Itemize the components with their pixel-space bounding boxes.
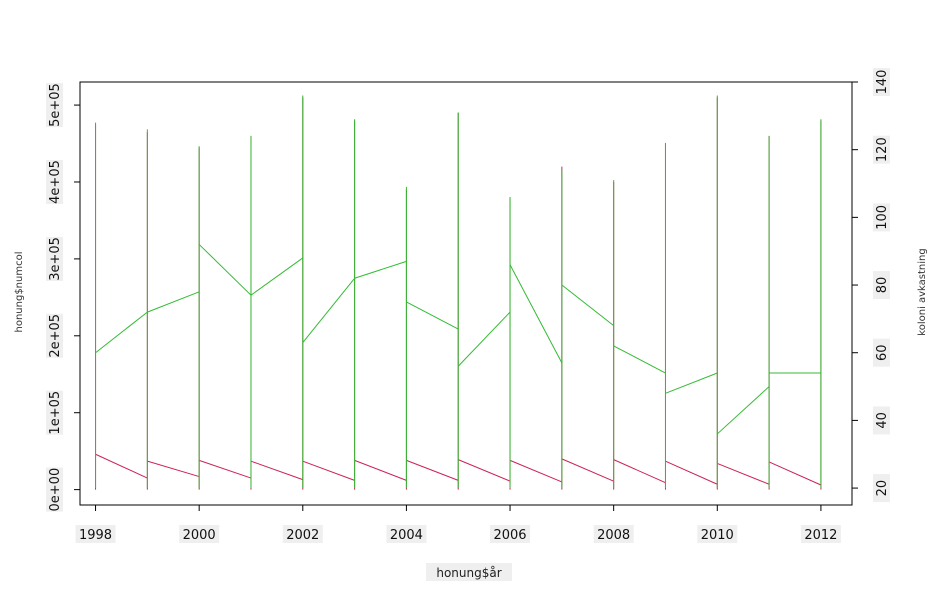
series-0-segment-2011: [768, 461, 822, 486]
x-axis-title-bg: [426, 563, 512, 581]
series-1-segment-2003: [354, 260, 407, 279]
y-right-tick-label-bg-140: [873, 68, 890, 96]
series-layer: [95, 95, 822, 490]
y-right-tick-label-bg-20: [873, 474, 890, 503]
y-right-tick-label-80: 80: [875, 277, 890, 294]
x-tick-label-bg-2012: [800, 525, 841, 543]
series-1-segment-2004: [406, 301, 459, 330]
series-0-segment-2008: [613, 459, 666, 484]
y-right-tick-label-bg-100: [873, 203, 890, 232]
x-tick-label-2000: 2000: [183, 528, 216, 543]
series-0-segment-2002: [302, 460, 355, 481]
y-right-tick-label-20: 20: [875, 480, 890, 497]
y-left-tick-label-1e+05: 1e+05: [48, 391, 63, 435]
series-1-segment-2009: [665, 372, 718, 394]
y-left-tick-label-bg-5e+05: [46, 83, 63, 128]
series-0-segment-2007: [561, 458, 614, 482]
series-1-segment-2005: [457, 311, 511, 367]
x-axis-title: honung$år: [436, 566, 501, 580]
series-0-segment-2009: [665, 460, 718, 485]
series-0-segment-1998: [95, 453, 148, 479]
plot-frame: [79, 81, 853, 506]
y-left-tick-label-bg-1e+05: [46, 390, 63, 435]
x-tick-label-bg-2010: [697, 525, 738, 543]
y-right-tick-label-40: 40: [875, 412, 890, 429]
x-tick-label-2002: 2002: [286, 528, 319, 543]
y-right-tick-label-140: 140: [875, 70, 890, 95]
x-tick-label-2008: 2008: [597, 528, 630, 543]
series-0-segment-2000: [199, 459, 252, 479]
x-tick-label-2004: 2004: [390, 528, 423, 543]
y-left-tick-label-bg-4e+05: [46, 159, 63, 204]
y-right-tick-label-bg-80: [873, 271, 890, 300]
x-tick-label-2006: 2006: [493, 528, 526, 543]
series-0-segment-2003: [354, 459, 407, 481]
series-1-segment-1999: [147, 291, 200, 313]
y-left-axis-title: honung$numcol: [14, 252, 25, 333]
x-tick-label-2010: 2010: [701, 528, 734, 543]
series-1-segment-2002: [302, 277, 355, 343]
y-right-tick-label-60: 60: [875, 344, 890, 361]
x-tick-label-2012: 2012: [804, 528, 837, 543]
series-0-segment-2004: [406, 459, 459, 481]
x-tick-label-bg-2002: [282, 525, 323, 543]
y-left-tick-label-bg-3e+05: [46, 236, 63, 281]
y-right-axis-title: koloni avkastning: [917, 248, 928, 335]
y-right-tick-label-100: 100: [875, 205, 890, 230]
y-left-tick-label-2e+05: 2e+05: [48, 314, 63, 358]
y-right-tick-label-bg-40: [873, 406, 890, 435]
series-1-segment-1998: [95, 311, 148, 354]
series-0-segment-2001: [250, 460, 303, 481]
y-left-tick-label-0e+00: 0e+00: [48, 468, 63, 512]
x-tick-label-bg-2006: [490, 525, 531, 543]
series-1-segment-2000: [198, 244, 252, 296]
series-0-segment-2010: [717, 463, 770, 485]
series-1-segment-2010: [716, 386, 770, 435]
y-right-tick-label-120: 120: [875, 137, 890, 162]
x-tick-label-1998: 1998: [79, 528, 112, 543]
y-left-tick-label-5e+05: 5e+05: [48, 83, 63, 127]
x-tick-label-bg-2004: [386, 525, 427, 543]
series-0-segment-2006: [509, 459, 563, 483]
series-1-segment-2007: [561, 284, 614, 327]
y-right-tick-label-bg-120: [873, 135, 890, 164]
y-right-axis: 20 40 60 80 100 120 140: [852, 68, 890, 503]
series-0-segment-1999: [147, 460, 200, 478]
y-left-tick-label-bg-0e+00: [46, 467, 63, 512]
y-left-tick-label-3e+05: 3e+05: [48, 237, 63, 281]
x-axis: 1998 2000 2002 2004 2006 2008 2010 2012: [75, 505, 841, 543]
series-1-segment-2008: [613, 345, 666, 374]
y-left-tick-label-bg-2e+05: [46, 313, 63, 358]
series-0-segment-2005: [458, 459, 511, 482]
series-1-segment-2001: [250, 257, 304, 296]
x-tick-label-bg-1998: [75, 525, 116, 543]
x-tick-label-bg-2000: [179, 525, 220, 543]
series-avkastning: [95, 95, 822, 489]
y-left-axis: 0e+00 1e+05 2e+05 3e+05 4e+05 5e+05: [46, 83, 80, 512]
x-tick-label-bg-2008: [593, 525, 634, 543]
y-right-tick-label-bg-60: [873, 338, 890, 367]
series-1-segment-2006: [509, 264, 563, 364]
y-left-tick-label-4e+05: 4e+05: [48, 160, 63, 204]
